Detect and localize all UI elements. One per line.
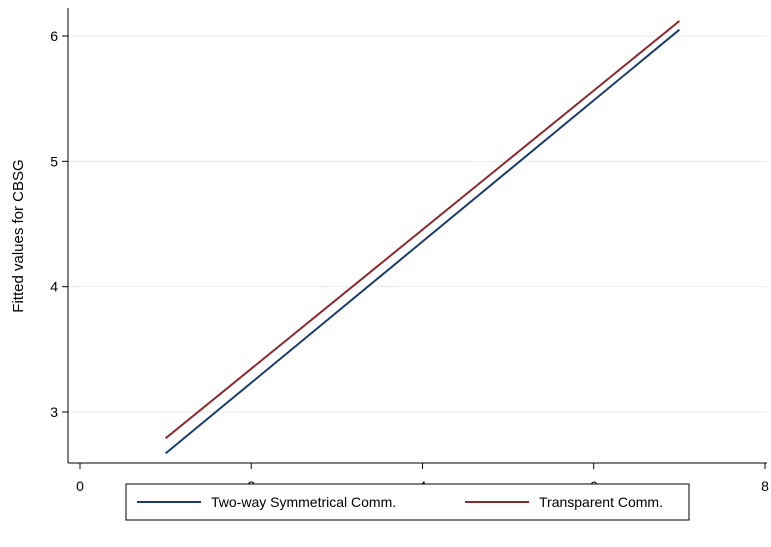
legend-label-1: Two-way Symmetrical Comm. xyxy=(211,494,396,510)
legend: Two-way Symmetrical Comm. Transparent Com… xyxy=(125,483,690,521)
plot-lines xyxy=(164,20,681,455)
y-tick-label: 4 xyxy=(50,279,58,295)
y-axis-title: Fitted values for CBSG xyxy=(10,159,27,312)
series-line-2 xyxy=(164,20,681,440)
x-tick-label: 0 xyxy=(76,478,84,494)
y-tick-label: 6 xyxy=(50,28,58,44)
legend-label-2: Transparent Comm. xyxy=(539,494,663,510)
x-tick-label: 8 xyxy=(761,478,769,494)
series-line-1 xyxy=(164,28,681,455)
legend-box xyxy=(125,483,690,521)
y-tick-label: 3 xyxy=(50,404,58,420)
y-tick-label: 5 xyxy=(50,153,58,169)
grid-lines xyxy=(68,35,767,413)
